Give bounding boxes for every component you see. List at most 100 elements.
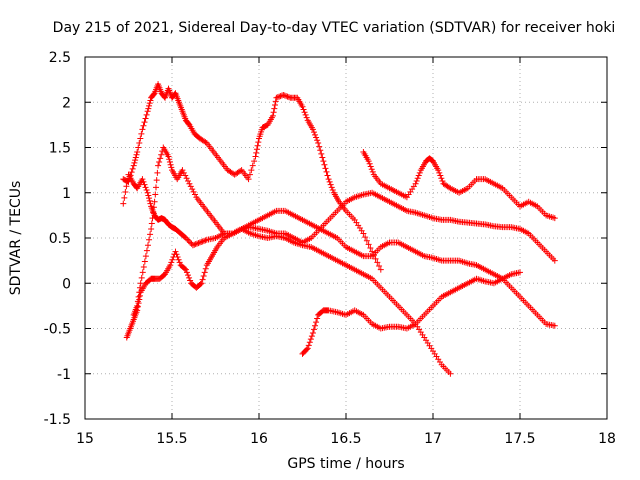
data-point [120,200,127,207]
data-points [120,81,558,377]
chart-title: Day 215 of 2021, Sidereal Day-to-day VTE… [53,20,616,36]
data-point [192,241,199,248]
data-point [191,191,198,198]
data-point [251,158,258,165]
data-point [139,269,146,276]
data-point [134,303,141,310]
data-point [363,237,370,244]
data-point [139,176,146,183]
data-point [307,336,314,343]
data-point [183,175,190,182]
data-point [158,151,165,158]
data-point [327,181,334,188]
data-point [312,131,319,138]
data-point [168,164,175,171]
data-point [150,204,157,211]
data-point [143,187,150,194]
data-point [328,184,335,191]
data-point [181,265,188,272]
data-point [148,225,155,232]
data-point [153,177,160,184]
data-point [273,94,280,101]
data-point [174,254,181,261]
y-tick-label: -1 [57,367,71,383]
y-tick-label: 1 [62,186,71,202]
data-point [146,197,153,204]
data-point [416,169,423,176]
data-point [308,333,315,340]
data-point [190,188,197,195]
data-point [285,94,292,101]
data-point [252,153,259,160]
data-point [191,241,198,248]
data-point [199,276,206,283]
data-point [150,209,157,216]
data-point [143,111,150,118]
data-point [149,215,156,222]
data-point [175,256,182,263]
data-point [280,92,287,99]
data-point [517,269,523,276]
data-point [195,240,202,247]
data-point [166,156,173,163]
data-point [323,168,330,175]
data-point [144,108,151,115]
data-point [272,98,279,105]
data-point [365,158,372,165]
data-point [199,238,206,245]
data-point [362,234,369,241]
data-point [312,322,319,329]
data-point [437,172,444,179]
data-point [184,236,191,243]
data-point [319,154,326,161]
y-tick-label: -1.5 [44,412,71,428]
data-point [186,274,193,281]
data-point [317,147,324,154]
data-point [202,139,209,146]
data-point [366,160,373,167]
data-point [270,109,277,116]
x-tick-label: 16 [250,431,268,447]
data-point [139,126,146,133]
data-point [144,189,151,196]
data-point [329,187,336,194]
data-point [141,181,148,188]
data-point [189,242,196,249]
data-point [303,114,310,121]
data-point [133,151,140,158]
data-point [306,339,313,346]
y-tick-label: -0.5 [44,322,71,338]
data-point [201,237,208,244]
data-point [187,239,194,246]
y-tick-label: 0.5 [49,231,71,247]
data-point [316,143,323,150]
data-point [367,244,374,251]
data-point [128,169,135,176]
data-point [187,277,194,284]
data-point [446,184,453,191]
data-point [313,134,320,141]
data-point [152,184,159,191]
data-point [237,168,244,175]
data-point [310,129,317,136]
series-arc-1 [120,81,384,273]
data-point [136,292,143,299]
data-point [302,111,309,118]
data-point [179,167,186,174]
data-point [283,93,290,100]
x-tick-label: 15.5 [156,431,187,447]
data-point [146,102,153,109]
x-axis-title: GPS time / hours [287,456,404,472]
data-point [414,175,421,182]
data-point [271,105,278,112]
data-point [198,238,205,245]
series-arc-6 [360,149,558,222]
data-point [155,162,162,169]
data-point [313,319,320,326]
series-arc-3 [130,144,558,329]
data-point [369,168,376,175]
data-point [309,126,316,133]
data-point [248,167,255,174]
data-point [140,122,147,129]
data-point [141,258,148,265]
